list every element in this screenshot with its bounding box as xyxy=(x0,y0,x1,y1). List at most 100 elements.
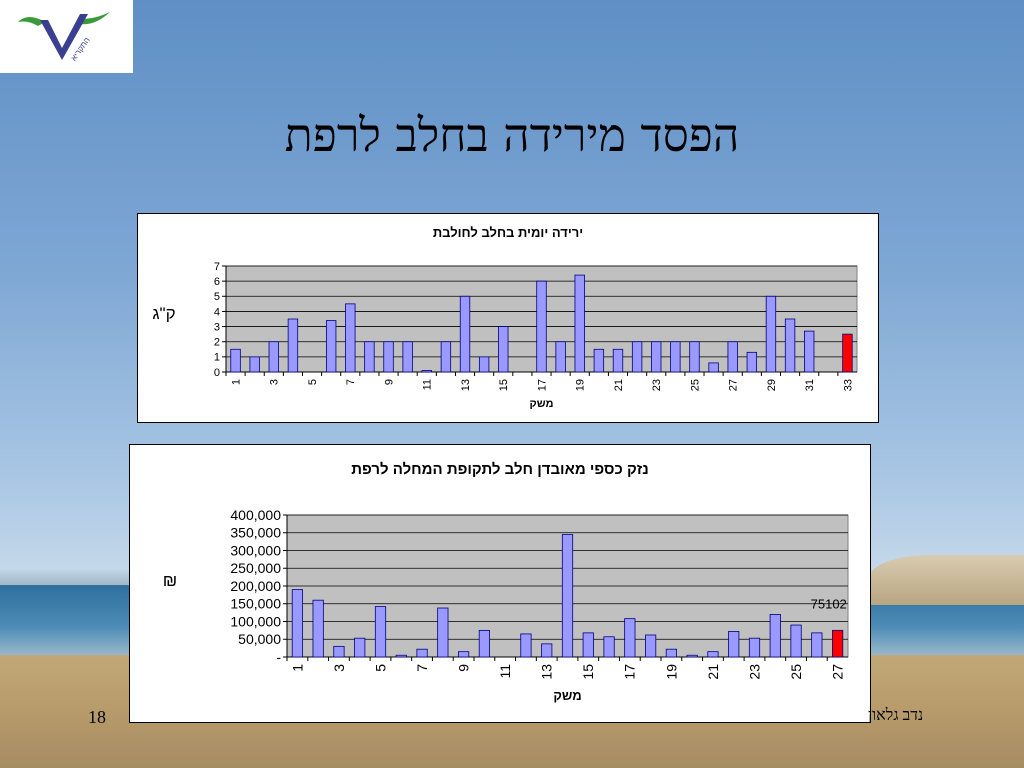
bar xyxy=(555,341,566,373)
bar xyxy=(804,330,815,373)
x-tick-label: 11 xyxy=(497,664,513,679)
x-tick-label: 9 xyxy=(456,664,472,672)
logo-graphic: התקריא xyxy=(18,12,110,63)
bar xyxy=(811,632,823,658)
x-tick-label: 3 xyxy=(269,379,281,385)
data-label: 75102 xyxy=(811,596,847,611)
x-tick-label: 15 xyxy=(580,664,596,680)
bar xyxy=(478,356,490,373)
page-number: 18 xyxy=(88,707,106,727)
logo: התקריא xyxy=(0,0,133,73)
x-tick-label: 13 xyxy=(539,664,555,680)
y-tick-label: 6 xyxy=(214,276,220,288)
x-tick-label: 27 xyxy=(830,664,846,680)
x-tick-label: 33 xyxy=(842,379,854,391)
x-tick-label: 25 xyxy=(788,664,804,680)
bar xyxy=(748,637,761,658)
bar xyxy=(784,318,796,373)
x-tick-label: 13 xyxy=(460,379,472,391)
bar xyxy=(402,341,413,373)
y-tick-label: 3 xyxy=(214,321,220,333)
bar xyxy=(383,341,394,373)
bar xyxy=(561,534,574,658)
y-tick-label: 300,000 xyxy=(230,542,281,558)
bar xyxy=(333,645,345,658)
bar xyxy=(459,295,471,373)
y-tick-label: 400,000 xyxy=(230,507,281,523)
bar xyxy=(665,648,677,658)
x-tick-label: 17 xyxy=(622,664,638,680)
bar xyxy=(440,341,452,373)
y-axis-title: ק"ג xyxy=(152,304,175,323)
bar xyxy=(312,599,324,658)
bar xyxy=(707,651,719,658)
background-cliff xyxy=(870,555,1024,605)
bar xyxy=(249,356,260,373)
bar xyxy=(395,654,407,658)
bar xyxy=(645,634,657,658)
y-tick-label: 150,000 xyxy=(230,596,281,612)
x-axis-title: משק xyxy=(530,398,554,410)
y-tick-label: 0 xyxy=(214,367,220,379)
x-tick-label: 9 xyxy=(383,379,395,385)
bar xyxy=(536,280,547,373)
y-tick-label: 100,000 xyxy=(230,613,281,629)
x-tick-label: 23 xyxy=(651,379,663,391)
x-tick-label: 27 xyxy=(728,379,740,391)
bar xyxy=(364,341,375,373)
x-tick-label: 5 xyxy=(372,664,388,672)
bar xyxy=(670,341,681,373)
bar xyxy=(612,348,624,373)
x-tick-label: 29 xyxy=(766,379,778,391)
y-tick-label: 4 xyxy=(214,306,220,318)
chart-title: ירידה יומית בחלב לחולבת xyxy=(432,225,584,240)
chart-title: נזק כספי מאובדן חלב לתקופת המחלה לרפת xyxy=(351,461,649,478)
y-tick-label: - xyxy=(276,649,281,665)
x-tick-label: 17 xyxy=(536,379,548,391)
x-tick-label: 21 xyxy=(705,664,721,680)
bar xyxy=(593,348,605,373)
x-tick-label: 5 xyxy=(307,379,319,385)
x-tick-label: 19 xyxy=(575,379,587,391)
author-name: נדב גלאון xyxy=(868,707,924,724)
y-tick-label: 2 xyxy=(214,337,220,349)
bar xyxy=(268,341,279,373)
y-axis-title: ₪ xyxy=(163,571,177,590)
x-tick-label: 23 xyxy=(746,664,762,680)
y-tick-label: 5 xyxy=(214,291,220,303)
bar xyxy=(345,303,356,373)
bar xyxy=(603,636,615,658)
bar xyxy=(631,341,643,373)
x-tick-label: 7 xyxy=(414,664,430,672)
bar xyxy=(689,341,700,373)
bar xyxy=(325,320,337,373)
x-tick-label: 3 xyxy=(331,664,347,672)
bar xyxy=(421,370,432,373)
bar xyxy=(354,637,366,658)
y-tick-label: 7 xyxy=(214,261,220,273)
bar xyxy=(416,648,428,658)
bar xyxy=(478,629,490,658)
y-tick-label: 50,000 xyxy=(238,631,281,647)
y-tick-label: 1 xyxy=(214,352,220,364)
bar xyxy=(686,654,698,658)
x-tick-label: 25 xyxy=(689,379,701,391)
bar xyxy=(769,613,781,658)
bar xyxy=(651,341,662,373)
bar xyxy=(230,348,241,373)
x-tick-label: 7 xyxy=(345,379,357,385)
x-tick-label: 21 xyxy=(613,379,625,391)
bar xyxy=(574,274,585,373)
bar xyxy=(728,631,740,658)
bar xyxy=(765,295,777,373)
bar xyxy=(374,606,387,658)
bar xyxy=(624,618,636,658)
x-tick-label: 1 xyxy=(230,379,242,385)
bar xyxy=(582,632,594,658)
bar xyxy=(727,341,738,373)
bar xyxy=(746,351,758,373)
bar xyxy=(437,607,449,658)
chart-panel-daily-drop: ירידה יומית בחלב לחולבת 0 1 2 3 4 5 6 7 1 3 5 7 9 11 1… xyxy=(137,213,879,423)
